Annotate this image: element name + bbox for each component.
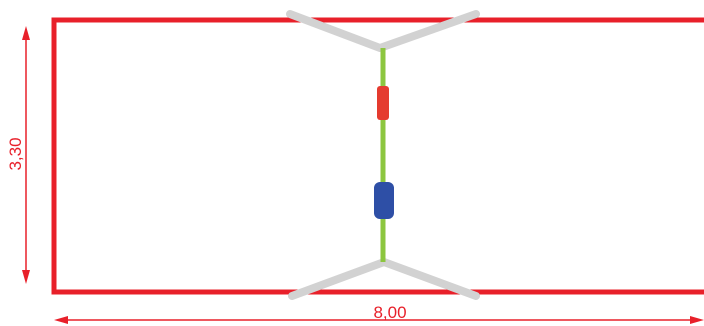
marker-blue bbox=[374, 182, 394, 219]
marker-red bbox=[377, 86, 389, 120]
height-arrow-bottom bbox=[22, 270, 30, 284]
net-wing-top bbox=[286, 10, 480, 52]
height-arrow-top bbox=[22, 26, 30, 40]
height-label: 3,30 bbox=[6, 137, 25, 170]
width-label: 8,00 bbox=[373, 303, 406, 322]
width-arrow-left bbox=[54, 316, 68, 324]
width-arrow-right bbox=[690, 316, 704, 324]
court-outline bbox=[51, 17, 704, 295]
